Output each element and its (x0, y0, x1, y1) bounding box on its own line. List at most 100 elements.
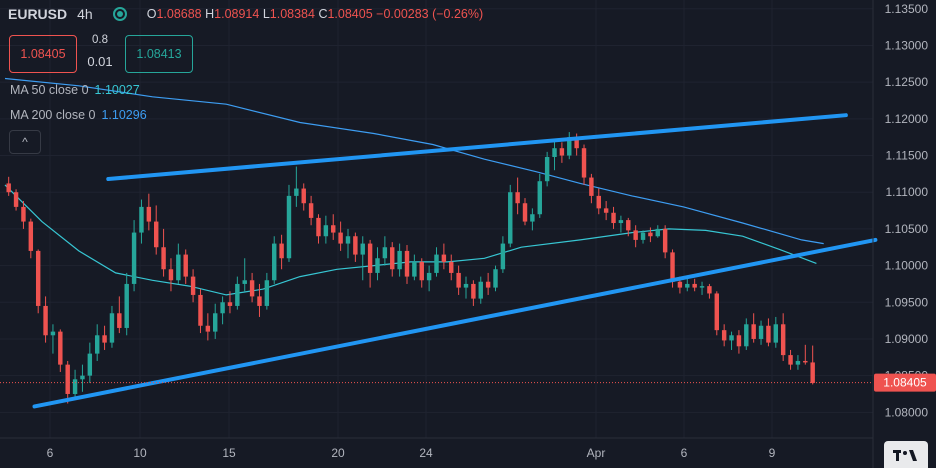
y-tick-label: 1.09500 (885, 295, 929, 309)
candle (707, 286, 712, 294)
candle (294, 188, 299, 196)
x-tick-label: 15 (222, 446, 236, 460)
candle (449, 261, 454, 273)
last-price-label: 1.08405 (883, 376, 927, 390)
ohlc-values: O1.08688 H1.08914 L1.08384 C1.08405 −0.0… (146, 7, 484, 21)
y-tick-label: 1.11000 (886, 185, 929, 199)
y-tick-label: 1.13000 (885, 38, 929, 52)
candle (331, 225, 336, 233)
support-trendline (32, 237, 878, 409)
open-value: 1.08688 (156, 7, 202, 21)
candle (375, 258, 380, 273)
ma50-value: 1.10027 (94, 83, 140, 97)
x-tick-label: 9 (769, 446, 776, 460)
candle (205, 325, 211, 332)
candle (485, 281, 491, 288)
x-tick-label: 20 (331, 446, 345, 460)
candle (286, 195, 292, 259)
y-tick-label: 1.10500 (885, 222, 929, 236)
candle (618, 220, 624, 224)
candle (176, 254, 181, 281)
candle (530, 214, 535, 222)
candle (146, 206, 152, 222)
candle (190, 276, 196, 295)
candle (537, 181, 542, 215)
candle (242, 280, 247, 284)
candle (729, 335, 734, 341)
candle (323, 225, 329, 237)
timeframe[interactable]: 4h (77, 6, 93, 22)
candle (87, 353, 93, 376)
candle (235, 283, 240, 306)
candle (478, 281, 483, 299)
candle (301, 188, 306, 204)
candle (198, 294, 203, 326)
candle (751, 324, 756, 339)
ma200-legend[interactable]: MA 200 close 0 1.10296 (10, 108, 147, 122)
candle (220, 302, 225, 314)
y-tick-label: 1.11500 (886, 149, 929, 163)
candle (788, 355, 793, 365)
candle (21, 206, 26, 222)
candle (648, 232, 653, 237)
change-value: −0.00283 (−0.26%) (376, 7, 484, 21)
candle (810, 362, 815, 383)
candle (367, 243, 373, 273)
candle (390, 247, 395, 270)
buy-button[interactable]: 1.08413 (125, 35, 193, 73)
candle (153, 221, 159, 248)
y-tick-label: 1.08000 (885, 405, 929, 419)
candle (139, 206, 144, 233)
x-tick-label: 10 (133, 446, 147, 460)
candle (13, 192, 19, 207)
candle (6, 183, 11, 193)
candle (50, 331, 56, 336)
candle (249, 280, 255, 297)
y-tick-label: 1.12000 (885, 112, 929, 126)
tradingview-logo[interactable] (884, 441, 928, 468)
candle (581, 148, 587, 178)
candle (626, 220, 631, 231)
x-tick-label: 6 (47, 446, 54, 460)
candle (640, 232, 646, 240)
y-tick-label: 1.13500 (885, 2, 929, 16)
ma50-label: MA 50 close 0 (10, 83, 89, 97)
candle (397, 250, 402, 270)
candle (662, 228, 668, 253)
candle (35, 250, 41, 306)
candle (65, 364, 70, 394)
symbol-name[interactable]: EURUSD (8, 6, 68, 22)
candle (736, 335, 742, 347)
candle (471, 283, 476, 299)
candle (168, 269, 174, 281)
candle (264, 280, 270, 306)
candle (515, 192, 520, 204)
high-value: 1.08914 (214, 7, 260, 21)
candle (360, 243, 365, 255)
candle (257, 296, 262, 306)
candle (655, 228, 660, 237)
chevron-up-icon[interactable]: ^ (9, 130, 41, 154)
candle (758, 325, 764, 339)
candle (456, 272, 461, 288)
resistance-trendline (106, 113, 848, 182)
candle (102, 335, 107, 343)
candle (58, 331, 63, 365)
candle (131, 232, 137, 284)
candle (419, 261, 424, 281)
candle (493, 269, 498, 288)
candle (552, 148, 557, 158)
candle (279, 243, 284, 259)
close-value: 1.08405 (327, 7, 373, 21)
ma50-legend[interactable]: MA 50 close 0 1.10027 (10, 83, 140, 97)
candle (124, 283, 129, 328)
candle (117, 313, 122, 328)
symbol-header: EURUSD 4h O1.08688 H1.08914 L1.08384 C1.… (8, 6, 483, 22)
candle (699, 286, 705, 288)
candle (677, 281, 683, 288)
candle (766, 325, 771, 343)
sell-button[interactable]: 1.08405 (9, 35, 77, 73)
ma200-line (4, 77, 824, 245)
y-tick-label: 1.10000 (885, 259, 929, 273)
